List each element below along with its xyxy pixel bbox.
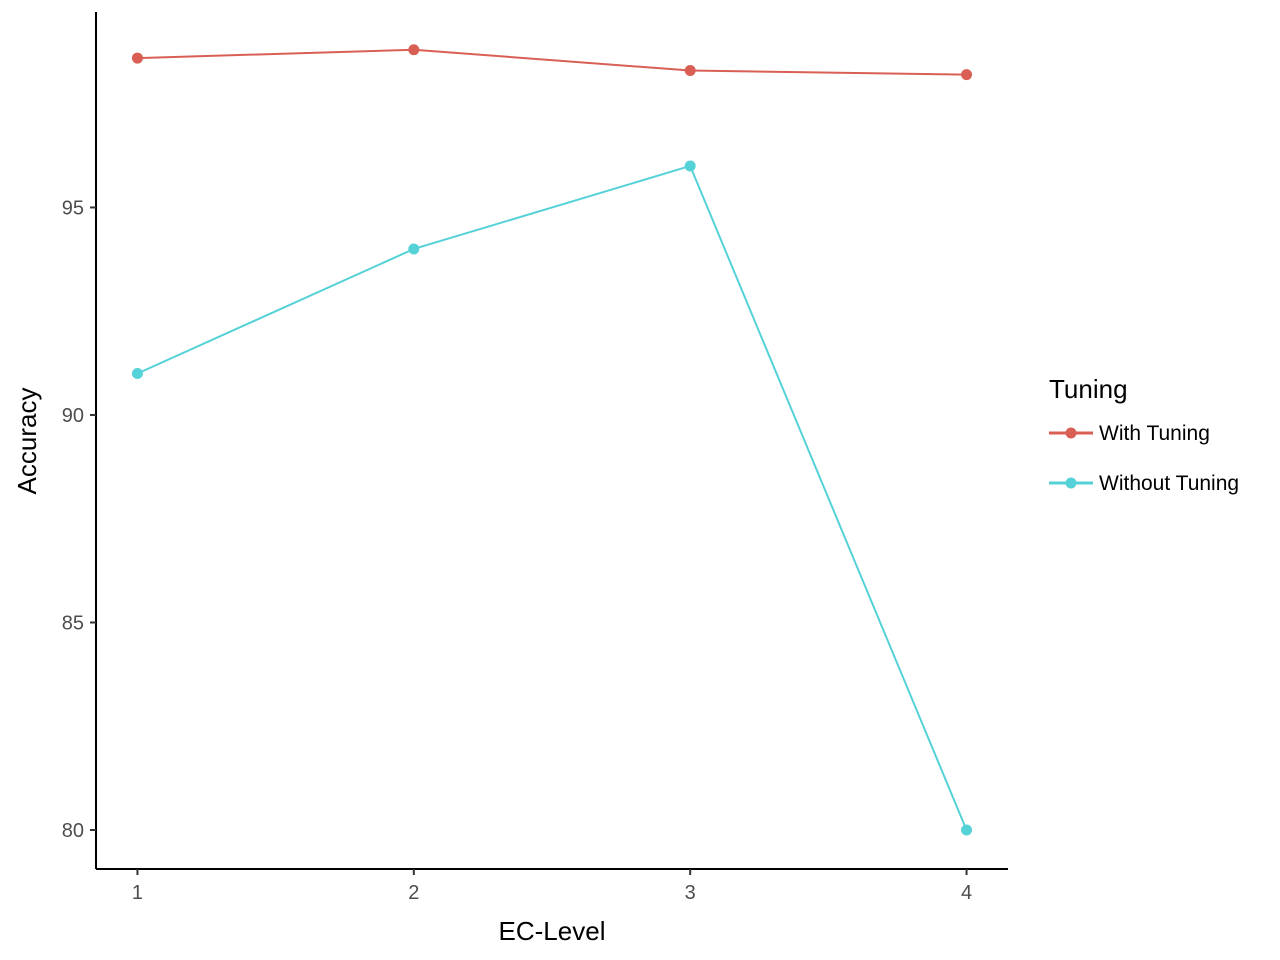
series-line xyxy=(137,164,968,831)
legend-key-point xyxy=(1065,477,1077,489)
data-point xyxy=(684,160,696,172)
data-point xyxy=(961,69,973,81)
series-without-tuning xyxy=(131,160,973,836)
y-axis-title: Accuracy xyxy=(12,388,42,495)
plot-area xyxy=(131,44,973,836)
x-tick-label: 1 xyxy=(132,882,143,904)
legend-item: Without Tuning xyxy=(1049,472,1239,495)
y-tick-label: 80 xyxy=(62,820,84,842)
data-point xyxy=(408,243,420,255)
x-axis-title: EC-Level xyxy=(499,916,606,946)
data-point xyxy=(961,824,973,836)
data-point xyxy=(131,52,143,64)
series-line xyxy=(137,48,967,76)
data-point xyxy=(408,44,420,56)
legend-item: With Tuning xyxy=(1049,422,1210,445)
legend-label: With Tuning xyxy=(1099,422,1210,445)
x-tick-label: 4 xyxy=(961,882,972,904)
legend-label: Without Tuning xyxy=(1099,472,1239,495)
y-tick-label: 90 xyxy=(62,405,84,427)
x-ticks: 1 2 3 4 xyxy=(132,869,972,904)
legend: Tuning With Tuning Without Tuning xyxy=(1049,374,1239,495)
legend-key-point xyxy=(1065,427,1077,439)
y-ticks: 80 85 90 95 xyxy=(62,197,96,842)
data-point xyxy=(131,367,143,379)
legend-title: Tuning xyxy=(1049,374,1128,404)
x-tick-label: 2 xyxy=(408,882,419,904)
y-tick-label: 85 xyxy=(62,612,84,634)
series-with-tuning xyxy=(131,44,973,81)
x-tick-label: 3 xyxy=(685,882,696,904)
data-point xyxy=(684,65,696,77)
y-tick-label: 95 xyxy=(62,197,84,219)
